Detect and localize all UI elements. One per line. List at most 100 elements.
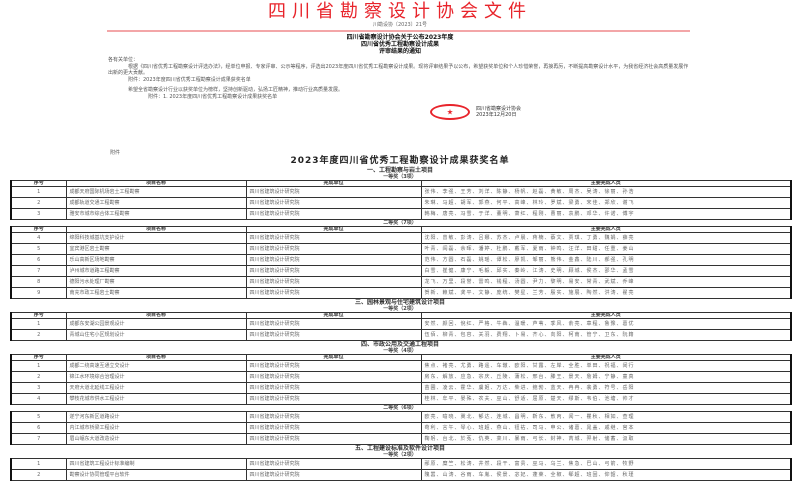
table-row: 3 天府大道北延线工程设计 四川省建筑设计研究院 苗圃、凌云、霍华、虞姬、万达、柴进、… bbox=[10, 382, 792, 394]
main-contributors: 焦点、褚亮、尤勇、路遥、车辙、欧阳、甘露、左岸、全胜、单田、祝福、闵行 bbox=[420, 360, 792, 372]
document-number: 川勘设协〔2023〕21号 bbox=[372, 22, 428, 28]
completing-unit: 四川省建筑设计研究院 bbox=[245, 371, 422, 383]
project-name: 天府大道北延线工程设计 bbox=[65, 382, 247, 394]
project-name: 青城山住宅小区规划设计 bbox=[65, 329, 247, 341]
row-number: 2 bbox=[10, 197, 67, 209]
project-name: 南充市政工程岩土勘察 bbox=[65, 287, 247, 299]
completing-unit: 四川省建筑设计研究院 bbox=[245, 393, 422, 405]
row-number: 6 bbox=[10, 254, 67, 266]
row-number: 3 bbox=[10, 208, 67, 220]
main-contributors: 桂林、牟平、晏殊、农夫、巫山、舒适、屈原、楚天、缪斯、韦伯、池塘、帅才 bbox=[420, 393, 792, 405]
project-name: 勘察设计协同管理平台软件 bbox=[65, 469, 247, 481]
award-table: 5 遂宁河东新区道路设计 四川省建筑设计研究院 欧亮、喻晓、冀北、郁达、连城、昌明、靳… bbox=[10, 411, 792, 445]
completing-unit: 四川省建筑设计研究院 bbox=[245, 422, 422, 434]
award-table: 序号 项目名称 完成单位 主要完成人员 4 绵阳科技城基坑支护设计 四川省建筑设计研究院 沈阳… bbox=[10, 226, 792, 299]
completing-unit: 四川省建筑设计研究院 bbox=[245, 411, 422, 423]
project-name: 绵阳科技城基坑支护设计 bbox=[65, 232, 247, 244]
project-name: 攀枝花城市供水工程设计 bbox=[65, 393, 247, 405]
project-name: 成都二绕高速互通立交设计 bbox=[65, 360, 247, 372]
main-contributors: 贺新、赖斌、龚平、文静、庞统、樊星、兰芳、殷实、施展、陶然、洪涛、翟亮 bbox=[420, 287, 792, 299]
project-name: 眉山岷东大道改造设计 bbox=[65, 433, 247, 445]
notice-title-line: 四川省优秀工程勘察设计成果 bbox=[360, 41, 439, 48]
main-contributors: 张伟、李强、王芳、刘洋、陈静、杨帆、赵磊、黄敏、周杰、吴涛、徐丽、孙浩 bbox=[420, 186, 792, 198]
table-row: 2 青城山住宅小区规划设计 四川省建筑设计研究院 伍佰、柳青、包容、关羽、费翔、卜易、… bbox=[10, 329, 792, 341]
table-row: 1 成都天府国际机场岩土工程勘察 四川省建筑设计研究院 张伟、李强、王芳、刘洋、陈静、… bbox=[10, 186, 792, 198]
completing-unit: 四川省建筑设计研究院 bbox=[245, 318, 422, 330]
row-number: 4 bbox=[10, 393, 67, 405]
award-table: 1 四川省建筑工程设计标准编制 四川省建筑设计研究院 邴原、糜竺、松涛、井然、段干、富… bbox=[10, 458, 792, 481]
project-name: 宜宾港区岩土勘察 bbox=[65, 243, 247, 255]
table-row: 9 南充市政工程岩土勘察 四川省建筑设计研究院 贺新、赖斌、龚平、文静、庞统、樊星、兰… bbox=[10, 287, 792, 299]
annex-title: 2023年度四川省优秀工程勘察设计成果获奖名单 bbox=[290, 156, 510, 166]
row-number: 5 bbox=[10, 243, 67, 255]
row-number: 5 bbox=[10, 411, 67, 423]
main-contributors: 安然、颜回、倪红、严格、牛犇、温暖、芦苇、季风、俞亮、章程、鲁豫、葛优 bbox=[420, 318, 792, 330]
section-heading: 五、工程建设标准及软件设计项目 bbox=[354, 445, 445, 452]
notice-body: 各有关单位： 根据《四川省优秀工程勘察设计评选办法》，经单位申报、专家评审、公示… bbox=[108, 57, 690, 100]
table-row: 2 锦江水环境综合治理设计 四川省建筑设计研究院 房东、解放、应急、宗庆、丘陵、蒲松、… bbox=[10, 371, 792, 383]
completing-unit: 四川省建筑设计研究院 bbox=[245, 458, 422, 470]
document-page: 四川省勘察设计协会文件 川勘设协〔2023〕21号 四川省勘察设计协会关于公布2… bbox=[0, 0, 800, 120]
red-divider bbox=[107, 30, 690, 32]
award-table: 序号 项目名称 完成单位 主要完成人员 1 成都东安湖公园景观设计 四川省建筑设计研究院 安然… bbox=[10, 312, 792, 341]
notice-title-line: 评审结果的通知 bbox=[378, 48, 421, 55]
completing-unit: 四川省建筑设计研究院 bbox=[245, 208, 422, 220]
project-name: 雅安市城市综合体工程勘察 bbox=[65, 208, 247, 220]
signature-date: 2023年12月20日 bbox=[476, 112, 517, 118]
main-contributors: 苗圃、凌云、霍华、虞姬、万达、柴进、鲍勃、蓝天、冉冉、裴勇、符号、岳阳 bbox=[420, 382, 792, 394]
project-name: 四川省建筑工程设计标准编制 bbox=[65, 458, 247, 470]
main-contributors: 龙飞、万里、段誉、雷鸣、钱程、汤圆、尹力、黎明、易安、常青、武斌、乔峰 bbox=[420, 276, 792, 288]
main-contributors: 伍佰、柳青、包容、关羽、费翔、卜易、齐心、向阳、柯南、管宁、卫东、阮籍 bbox=[420, 329, 792, 341]
completing-unit: 四川省建筑设计研究院 bbox=[245, 243, 422, 255]
project-name: 乐山高新区场地勘察 bbox=[65, 254, 247, 266]
row-number: 4 bbox=[10, 232, 67, 244]
award-sections: 一、工程勘察与岩土项目 一等奖（3项） 序号 项目名称 完成单位 主要完成人员 1 成都天府国… bbox=[0, 167, 800, 481]
row-number: 2 bbox=[10, 371, 67, 383]
main-contributors: 苟利、言午、琴心、班超、燕山、钮祜、司马、申公、诸葛、晁盖、戚继、宫本 bbox=[420, 422, 792, 434]
section-heading: 四、市政公用及交通工程项目 bbox=[360, 341, 439, 348]
completing-unit: 四川省建筑设计研究院 bbox=[245, 329, 422, 341]
row-number: 9 bbox=[10, 287, 67, 299]
main-contributors: 白雪、崔健、康宁、毛毅、邱实、秦岭、江涛、史明、顾城、侯杰、邵华、孟雪 bbox=[420, 265, 792, 277]
main-contributors: 邴原、糜竺、松涛、井然、段干、富贵、巫马、乌兰、焦急、巴山、弓箭、牧野 bbox=[420, 458, 792, 470]
main-contributors: 房东、解放、应急、宗庆、丘陵、蒲松、邢台、滕王、景天、詹姆、宁静、童真 bbox=[420, 371, 792, 383]
table-row: 7 泸州城市道路工程勘察 四川省建筑设计研究院 白雪、崔健、康宁、毛毅、邱实、秦岭、江… bbox=[10, 265, 792, 277]
completing-unit: 四川省建筑设计研究院 bbox=[245, 197, 422, 209]
prize-level: 二等奖（7项） bbox=[383, 220, 417, 226]
table-row: 2 成都轨道交通工程勘察 四川省建筑设计研究院 朱琳、马超、胡军、郭燕、何平、高峰、林… bbox=[10, 197, 792, 209]
completing-unit: 四川省建筑设计研究院 bbox=[245, 382, 422, 394]
completing-unit: 四川省建筑设计研究院 bbox=[245, 254, 422, 266]
section-heading: 一、工程勘察与岩土项目 bbox=[366, 167, 433, 174]
row-number: 8 bbox=[10, 276, 67, 288]
table-row: 6 内江城市桥梁工程设计 四川省建筑设计研究院 苟利、言午、琴心、班超、燕山、钮祜、司… bbox=[10, 422, 792, 434]
project-name: 德阳污水处理厂勘察 bbox=[65, 276, 247, 288]
row-number: 7 bbox=[10, 433, 67, 445]
completing-unit: 四川省建筑设计研究院 bbox=[245, 265, 422, 277]
project-name: 内江城市桥梁工程设计 bbox=[65, 422, 247, 434]
table-row: 1 成都东安湖公园景观设计 四川省建筑设计研究院 安然、颜回、倪红、严格、牛犇、温暖、… bbox=[10, 318, 792, 330]
project-name: 成都东安湖公园景观设计 bbox=[65, 318, 247, 330]
annex-label: 附件 bbox=[110, 150, 121, 156]
body-paragraph: 希望全省勘察设计行业以获奖单位为榜样，坚持创新驱动，弘扬工匠精神，推动行业高质量… bbox=[128, 87, 344, 93]
prize-level: 一等奖（3项） bbox=[383, 174, 417, 180]
body-paragraph: 附件：1. 2023年度四川省优秀工程勘察设计成果获奖名单 bbox=[148, 94, 278, 100]
main-contributors: 叶青、阎磊、余晖、潘婷、杜鹏、戴军、夏雨、钟鸣、汪洋、田甜、任重、姜山 bbox=[420, 243, 792, 255]
main-contributors: 鞠躬、台北、於菟、仇英、栾川、暴雨、弓长、封神、芮城、羿射、储蓄、汲取 bbox=[420, 433, 792, 445]
table-row: 5 遂宁河东新区道路设计 四川省建筑设计研究院 欧亮、喻晓、冀北、郁达、连城、昌明、靳… bbox=[10, 411, 792, 423]
table-row: 2 勘察设计协同管理平台软件 四川省建筑设计研究院 隗嚣、山涛、谷雨、车胤、侯景、宓妃… bbox=[10, 469, 792, 481]
row-number: 7 bbox=[10, 265, 67, 277]
section-heading: 三、园林景观与住宅建筑设计项目 bbox=[354, 299, 445, 306]
project-name: 成都天府国际机场岩土工程勘察 bbox=[65, 186, 247, 198]
table-row: 1 四川省建筑工程设计标准编制 四川省建筑设计研究院 邴原、糜竺、松涛、井然、段干、富… bbox=[10, 458, 792, 470]
main-contributors: 欧亮、喻晓、冀北、郁达、连城、昌明、靳东、敖丙、闻一、瞿秋、相如、查理 bbox=[420, 411, 792, 423]
completing-unit: 四川省建筑设计研究院 bbox=[245, 360, 422, 372]
row-number: 3 bbox=[10, 382, 67, 394]
prize-level: 一等奖（2项） bbox=[383, 452, 417, 458]
body-paragraph: 各有关单位： bbox=[108, 57, 139, 63]
project-name: 锦江水环境综合治理设计 bbox=[65, 371, 247, 383]
prize-level: 二等奖（6项） bbox=[383, 405, 417, 411]
main-contributors: 韩梅、唐亮、冯雪、于洋、董明、萧红、程刚、曹丽、袁鹏、邓华、许诺、傅宇 bbox=[420, 208, 792, 220]
row-number: 1 bbox=[10, 458, 67, 470]
completing-unit: 四川省建筑设计研究院 bbox=[245, 433, 422, 445]
document-header-title: 四川省勘察设计协会文件 bbox=[268, 1, 532, 22]
